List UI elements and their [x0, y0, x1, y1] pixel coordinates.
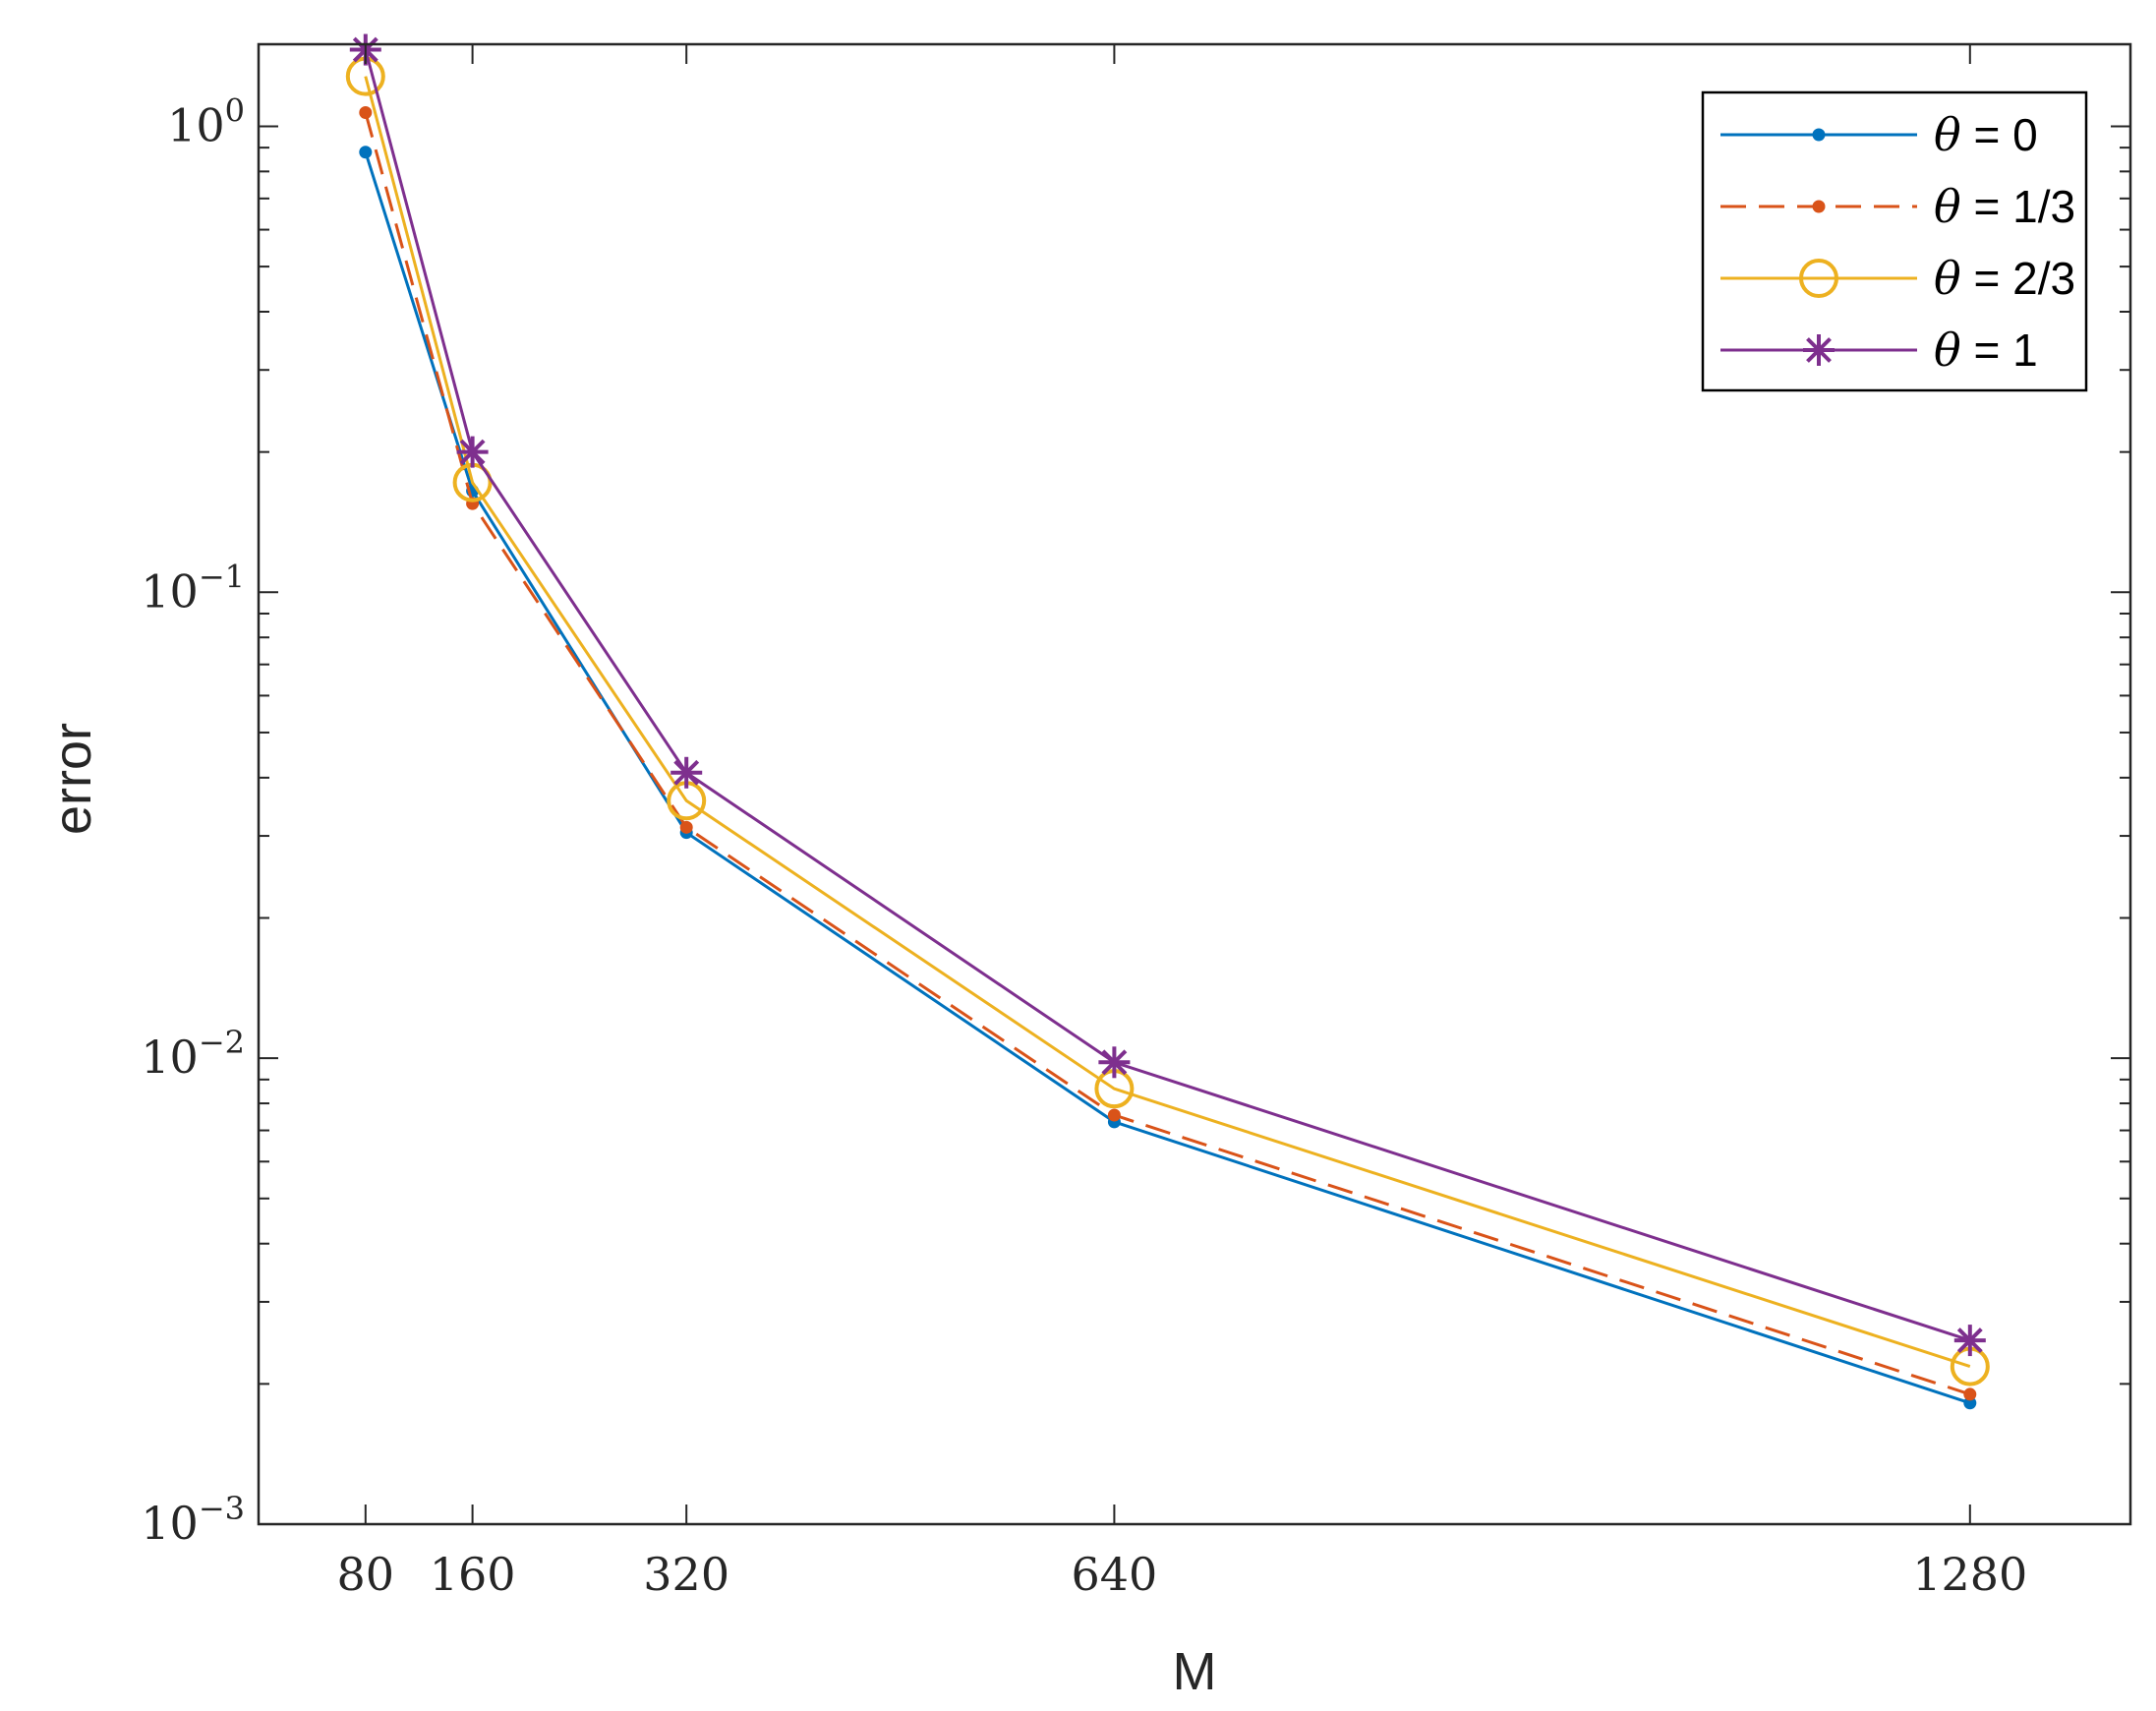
legend-item: θ = 2/3: [1720, 252, 2075, 305]
data-point: [456, 436, 489, 468]
x-axis-title: M: [1173, 1642, 1217, 1701]
plot-frame: [257, 42, 2132, 1526]
data-point: [1963, 1387, 1977, 1401]
asterisk-stroke: [1806, 337, 1832, 363]
x-tick-label: 320: [643, 1548, 729, 1601]
legend: θ = 0 θ = 1/3 θ = 2/3 θ = 1: [1701, 90, 2088, 392]
legend-item: θ = 1: [1720, 324, 2038, 377]
data-point: [359, 106, 373, 120]
y-tick-label: 10−2: [141, 1024, 245, 1084]
legend-box: [1701, 90, 2088, 392]
x-tick-label: 1280: [1912, 1548, 2027, 1601]
legend-item: θ = 0: [1720, 108, 2038, 161]
data-point: [1953, 1325, 1986, 1357]
series-line: [364, 112, 1971, 1396]
data-point: [1812, 128, 1826, 142]
data-point: [1812, 200, 1826, 213]
data-point: [670, 756, 703, 789]
x-tick-label: 80: [337, 1548, 395, 1601]
legend-label: θ = 2/3: [1934, 252, 2075, 305]
asterisk-stroke: [459, 439, 486, 465]
data-point: [679, 820, 693, 834]
legend-label: θ = 1/3: [1934, 180, 2075, 233]
asterisk-stroke: [673, 759, 700, 786]
x-tick-label: 160: [430, 1548, 516, 1601]
asterisk-stroke: [1956, 1328, 1983, 1354]
y-axis-title: error: [43, 723, 102, 835]
data-point: [1107, 1108, 1121, 1122]
data-point: [1799, 259, 1838, 298]
series-3: [349, 33, 1986, 1357]
x-tick-label: 640: [1071, 1548, 1157, 1601]
legend-label: θ = 1: [1934, 324, 2038, 377]
y-tick-label: 10−1: [141, 558, 245, 618]
series-line: [364, 76, 1971, 1369]
asterisk-stroke: [1101, 1049, 1128, 1076]
axis-layer: 100 10−1 10−2 10−3 80 160 320 640 1280: [141, 42, 2132, 1601]
series-layer: [345, 33, 1990, 1410]
legend-label: θ = 0: [1934, 108, 2038, 161]
legend-item: θ = 1/3: [1720, 180, 2075, 233]
data-point: [1803, 334, 1835, 366]
y-tick-label: 100: [167, 91, 245, 151]
data-point: [359, 146, 373, 159]
y-tick-label: 10−3: [141, 1490, 245, 1550]
data-point: [1098, 1046, 1131, 1079]
